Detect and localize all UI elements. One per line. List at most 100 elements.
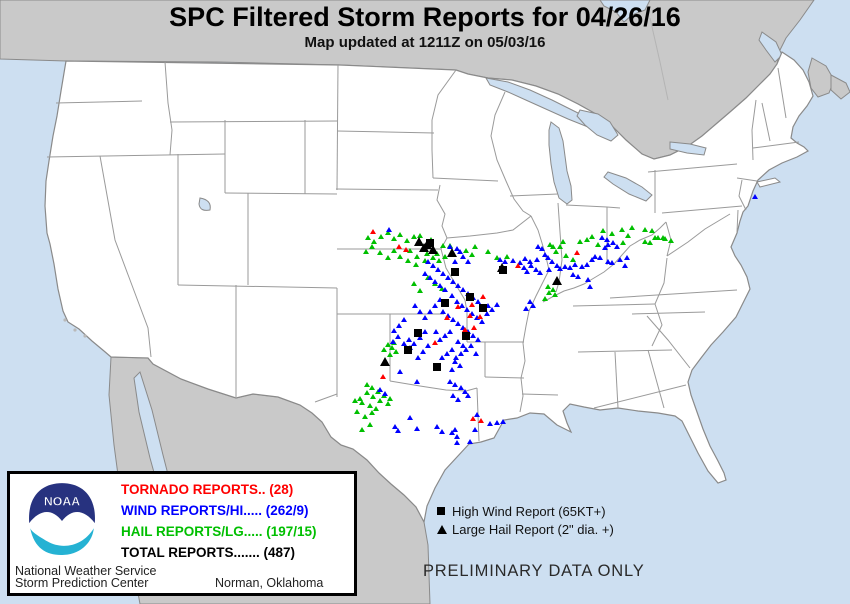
wind-report-marker	[465, 259, 471, 264]
wind-report-marker	[605, 259, 611, 264]
report-totals-legend: NOAA TORNADO REPORTS.. (28) WIND REPORTS…	[7, 471, 357, 596]
large-hail-report-marker	[497, 263, 507, 272]
hail-report-marker	[552, 292, 558, 297]
wind-report-marker	[484, 311, 490, 316]
large-hail-report-marker	[419, 243, 429, 252]
hail-report-marker	[397, 232, 403, 237]
wind-report-marker	[406, 337, 412, 342]
wind-report-marker	[433, 329, 439, 334]
wind-report-marker	[432, 279, 438, 284]
wind-report-marker	[473, 351, 479, 356]
wind-report-marker	[545, 255, 551, 260]
wind-report-marker	[425, 259, 431, 264]
wind-report-marker	[459, 303, 465, 308]
hail-report-marker	[377, 398, 383, 403]
wind-report-marker	[585, 277, 591, 282]
map-updated-subtitle: Map updated at 1211Z on 05/03/16	[304, 34, 546, 51]
wind-report-marker	[567, 265, 573, 270]
hail-report-marker	[417, 288, 423, 293]
wind-report-marker	[425, 343, 431, 348]
large-hail-report-marker	[428, 245, 438, 254]
hail-report-marker	[557, 244, 563, 249]
wind-report-marker	[422, 271, 428, 276]
wind-report-marker	[454, 440, 460, 445]
hail-report-marker	[485, 249, 491, 254]
wind-report-marker	[445, 275, 451, 280]
wind-report-marker	[415, 355, 421, 360]
hail-report-marker	[352, 398, 358, 403]
wind-report-marker	[417, 335, 423, 340]
wind-report-marker	[510, 258, 516, 263]
hail-report-marker	[364, 390, 370, 395]
hail-report-marker	[367, 422, 373, 427]
wind-report-marker	[449, 347, 455, 352]
wind-report-marker	[442, 287, 448, 292]
hail-report-marker	[550, 244, 556, 249]
hail-report-marker	[424, 251, 430, 256]
wind-report-marker	[527, 299, 533, 304]
wind-report-marker	[570, 272, 576, 277]
wind-report-marker	[395, 334, 401, 339]
hail-report-marker	[469, 252, 475, 257]
hail-report-marker	[553, 249, 559, 254]
high-wind-report-marker	[404, 346, 412, 354]
wind-report-marker	[474, 412, 480, 417]
wind-report-marker	[624, 255, 630, 260]
wind-report-marker	[546, 267, 552, 272]
wind-report-marker	[467, 439, 473, 444]
tornado-report-marker	[403, 247, 409, 252]
agency-location: Norman, Oklahoma	[215, 576, 324, 590]
wind-report-marker	[462, 389, 468, 394]
hudson-bay	[599, 0, 651, 23]
tornado-report-marker	[462, 327, 468, 332]
nova-scotia-land	[830, 74, 850, 100]
hail-report-marker	[660, 235, 666, 240]
tornado-report-marker	[444, 315, 450, 320]
tornado-report-marker	[471, 325, 477, 330]
wind-report-marker	[439, 355, 445, 360]
hail-report-marker	[377, 250, 383, 255]
hail-report-marker	[609, 231, 615, 236]
hail-report-marker	[357, 396, 363, 401]
symbol-key: High Wind Report (65KT+) Large Hail Repo…	[437, 502, 614, 538]
wind-report-marker	[535, 244, 541, 249]
hail-report-marker	[542, 296, 548, 301]
wind-report-marker	[475, 337, 481, 342]
tornado-reports-count: TORNADO REPORTS.. (28)	[121, 482, 294, 497]
wind-report-marker	[537, 270, 543, 275]
wind-report-marker	[427, 275, 433, 280]
hail-report-marker	[472, 244, 478, 249]
storm-report-markers	[352, 194, 758, 445]
hail-report-marker	[369, 410, 375, 415]
wind-report-marker	[442, 333, 448, 338]
wind-report-marker	[622, 263, 628, 268]
wind-report-marker	[422, 315, 428, 320]
wind-report-marker	[460, 343, 466, 348]
legend-lines: TORNADO REPORTS.. (28) WIND REPORTS/HI..…	[121, 479, 317, 563]
new-brunswick-land	[807, 57, 835, 98]
hail-report-marker	[642, 239, 648, 244]
hail-report-marker	[442, 254, 448, 259]
hail-report-marker	[370, 394, 376, 399]
tornado-report-marker	[478, 418, 484, 423]
hail-report-marker	[570, 257, 576, 262]
hail-report-marker	[378, 234, 384, 239]
wind-report-marker	[430, 263, 436, 268]
wind-report-marker	[575, 274, 581, 279]
wind-report-marker	[450, 317, 456, 322]
hail-report-marker	[547, 242, 553, 247]
tornado-report-marker	[477, 314, 483, 319]
high-wind-report-marker	[441, 299, 449, 307]
wind-report-marker	[604, 237, 610, 242]
wind-report-marker	[614, 244, 620, 249]
wind-report-marker	[414, 379, 420, 384]
wind-report-marker	[382, 391, 388, 396]
wind-report-marker	[457, 363, 463, 368]
hail-report-marker	[545, 284, 551, 289]
large-hail-report-marker	[380, 357, 390, 366]
noaa-logo-top	[29, 483, 95, 524]
wind-report-marker	[470, 333, 476, 338]
wind-report-marker	[522, 256, 528, 261]
tornado-report-marker	[470, 416, 476, 421]
